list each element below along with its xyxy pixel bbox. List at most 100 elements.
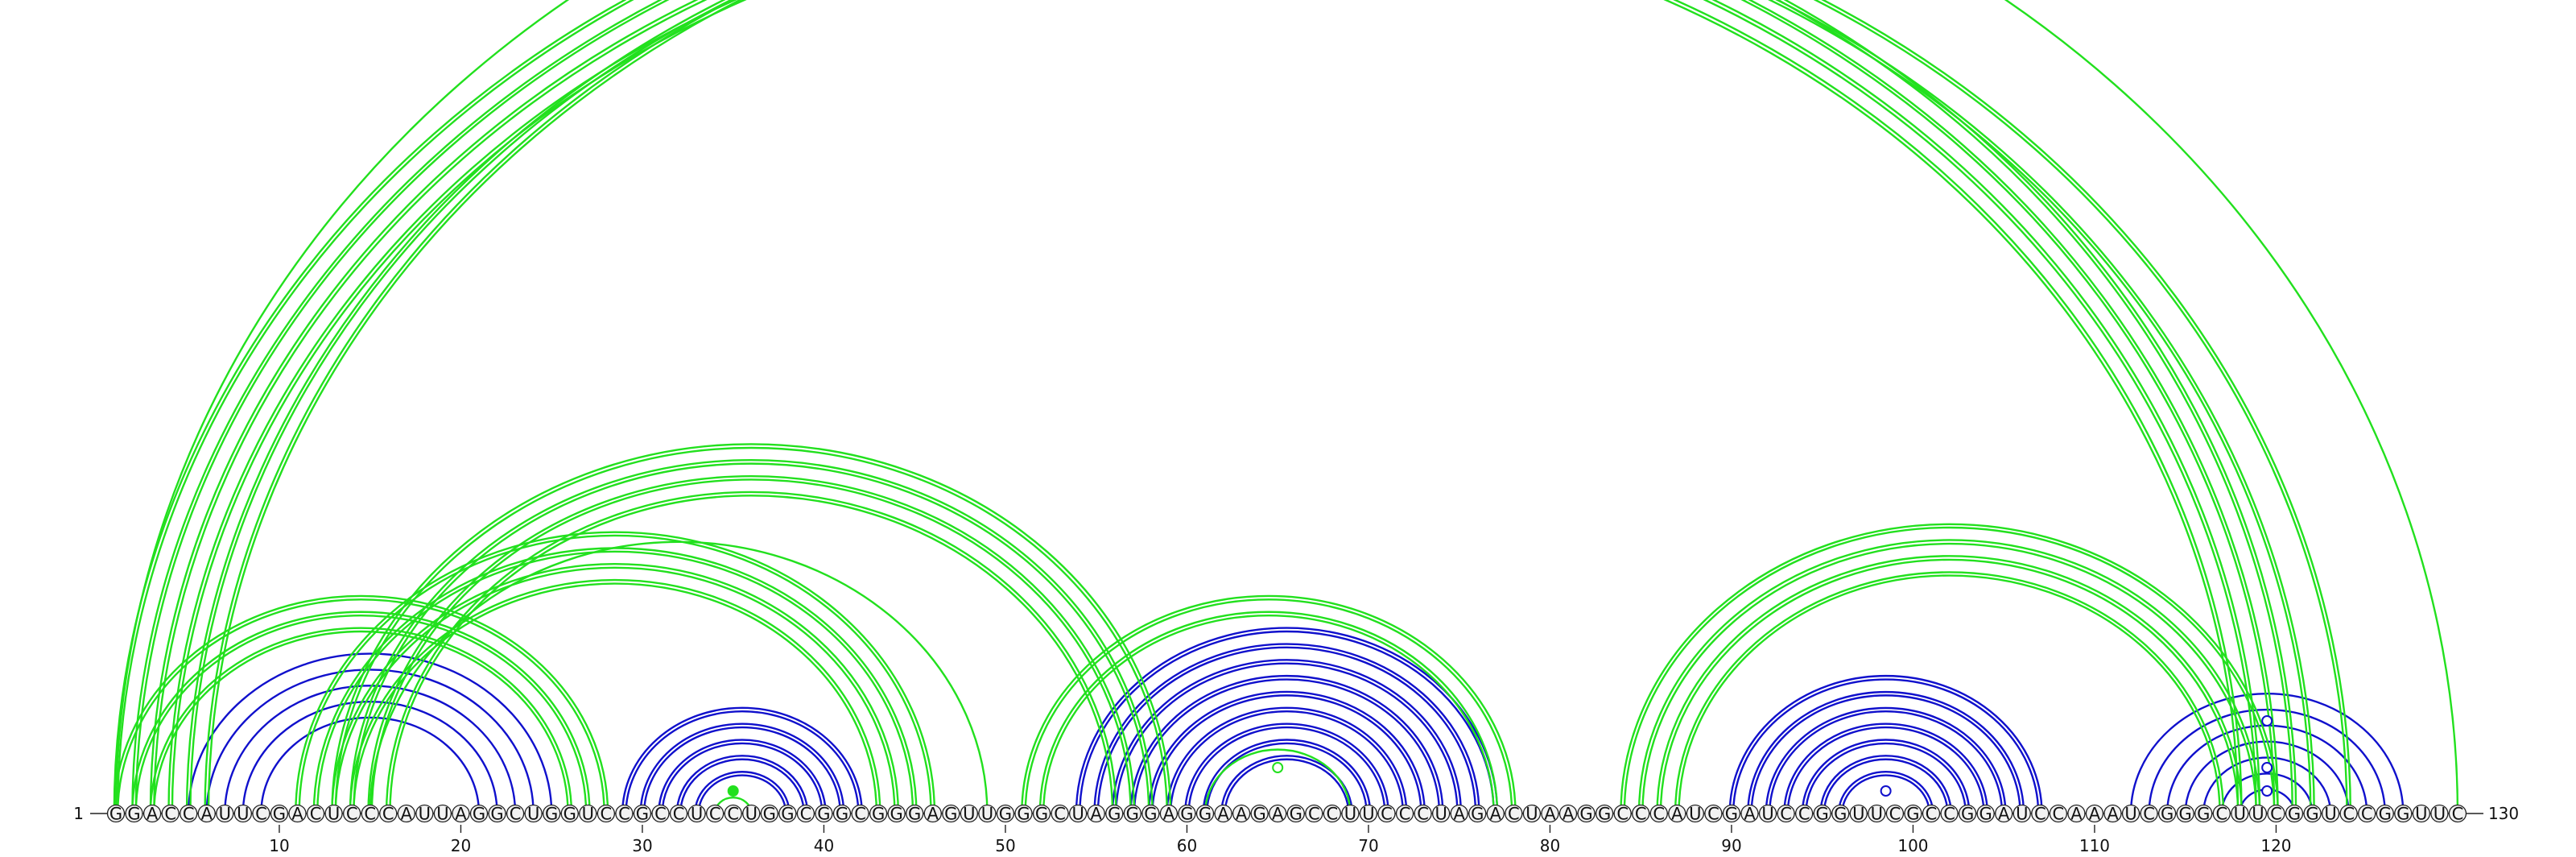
blue-arc-93-104-line2 xyxy=(1783,722,1989,814)
nucleotide-circle xyxy=(1286,804,1305,823)
nucleotide-circle xyxy=(216,804,234,823)
nucleotide-letter: C xyxy=(2452,805,2464,824)
nucleotide-71: C xyxy=(1377,805,1396,824)
green-arc-84-120-line2 xyxy=(1620,523,2279,814)
nucleotide-circle xyxy=(2339,804,2358,823)
nucleotide-51: G xyxy=(1014,804,1033,824)
nucleotide-109: A xyxy=(2067,805,2086,824)
green-arc-6-124-line1 xyxy=(207,0,2348,814)
nucleotide-circle xyxy=(1232,804,1251,823)
nucleotide-circle xyxy=(2013,804,2031,823)
green-arc-87-117-line2 xyxy=(1674,570,2225,814)
green-arc-1-28-line2 xyxy=(113,594,609,814)
nucleotide-letter: G xyxy=(1979,805,1992,824)
nucleotide-124: C xyxy=(2339,804,2358,824)
nucleotide-letter: G xyxy=(2197,805,2210,824)
nucleotide-letter: U xyxy=(2324,805,2336,824)
nucleotide-72: C xyxy=(1395,805,1414,824)
nucleotide-12: C xyxy=(306,805,325,824)
nucleotide-letter: U xyxy=(582,805,594,824)
nucleotide-49: U xyxy=(978,805,997,824)
nucleotide-letter: A xyxy=(927,805,939,824)
green-arc-3-119-line2 xyxy=(149,0,2261,814)
nucleotide-circle xyxy=(1359,804,1378,823)
nucleotide-letter: U xyxy=(1761,805,1773,824)
nucleotide-circle xyxy=(1468,804,1487,823)
nucleotide-34: C xyxy=(706,805,724,824)
nucleotide-letter: A xyxy=(401,805,413,824)
nucleotide-circle xyxy=(524,804,543,823)
nucleotide-circle xyxy=(1522,804,1542,823)
nucleotide-circle xyxy=(1178,804,1196,823)
nucleotide-circle xyxy=(180,804,198,823)
nucleotide-92: U xyxy=(1758,805,1777,824)
green-arc-13-59-line2 xyxy=(331,443,1172,814)
tick-label-60: 60 xyxy=(1177,836,1197,855)
arc-marker-2 xyxy=(1272,762,1284,773)
nucleotide-circle xyxy=(1922,804,1941,823)
nucleotide-letter: A xyxy=(1671,805,1683,824)
nucleotide-circle xyxy=(252,804,270,823)
nucleotide-letter: G xyxy=(1961,805,1974,824)
nucleotide-letter: U xyxy=(527,805,539,824)
nucleotide-circle xyxy=(2448,804,2467,823)
nucleotide-letter: A xyxy=(2107,805,2119,824)
nucleotide-letter: C xyxy=(510,805,522,824)
nucleotide-69: U xyxy=(1341,805,1360,824)
nucleotide-107: C xyxy=(2031,805,2050,824)
blue-arc-95-102-line2 xyxy=(1819,755,1952,814)
blue-arc-59-72-line2 xyxy=(1166,706,1408,814)
arc-marker-4 xyxy=(2261,785,2273,797)
tick-label-30: 30 xyxy=(632,836,652,855)
nucleotide-103: G xyxy=(1958,805,1977,824)
nucleotide-letter: U xyxy=(2234,805,2246,824)
nucleotide-circle xyxy=(1014,804,1033,823)
blue-arc-92-105-line2 xyxy=(1765,706,2007,814)
green-arc-84-120-line1 xyxy=(1623,526,2276,814)
nucleotide-letter: C xyxy=(1616,805,1629,824)
blue-arc-57-74-line1 xyxy=(1133,678,1441,814)
green-arc-14-43-line2 xyxy=(349,578,881,814)
nucleotide-circle xyxy=(270,804,289,823)
blue-arc-33-38-line2 xyxy=(694,771,791,814)
green-arc-1-121-line2 xyxy=(113,0,2297,814)
nucleotide-59: A xyxy=(1159,805,1179,824)
nucleotide-circle xyxy=(1250,804,1269,823)
green-arc-3-26-line1 xyxy=(153,630,569,814)
nucleotide-81: A xyxy=(1558,805,1578,824)
green-arc-86-118-line2 xyxy=(1656,555,2243,814)
nucleotide-16: C xyxy=(379,805,398,824)
nucleotide-48: U xyxy=(960,805,978,824)
nucleotide-circle xyxy=(1704,804,1723,823)
nucleotide-23: C xyxy=(506,805,525,824)
nucleotide-circle xyxy=(687,804,706,823)
nucleotide-letter: C xyxy=(1926,805,1938,824)
nucleotide-letter: C xyxy=(1780,805,1792,824)
nucleotide-letter: C xyxy=(2215,805,2227,824)
nucleotide-letter: A xyxy=(1998,805,2010,824)
nucleotide-letter: G xyxy=(1253,805,1266,824)
nucleotide-22: G xyxy=(488,805,506,824)
nucleotide-circle xyxy=(1305,804,1323,823)
nucleotide-letter: C xyxy=(310,805,322,824)
sequence-start-label: 1 xyxy=(73,804,84,823)
nucleotide-circle xyxy=(906,804,924,823)
nucleotide-circle xyxy=(2231,804,2249,823)
nucleotide-10: G xyxy=(270,804,289,824)
nucleotide-letter: C xyxy=(164,805,176,824)
nucleotide-11: A xyxy=(288,805,307,824)
nucleotide-circle xyxy=(832,804,852,823)
tick-label-80: 80 xyxy=(1540,836,1560,855)
nucleotide-letter: U xyxy=(2016,805,2028,824)
green-arc-15-57-line2 xyxy=(367,474,1136,814)
nucleotide-79: U xyxy=(1522,804,1542,824)
nucleotide-116: G xyxy=(2194,805,2213,824)
nucleotide-98: U xyxy=(1868,805,1886,824)
nucleotide-letter: A xyxy=(1490,805,1502,824)
nucleotide-letter: G xyxy=(109,805,122,824)
nucleotide-letter: U xyxy=(328,805,340,824)
nucleotide-21: G xyxy=(469,805,489,824)
green-arc-15-57-line1 xyxy=(370,478,1132,814)
green-arc-4-118-line1 xyxy=(171,0,2240,814)
